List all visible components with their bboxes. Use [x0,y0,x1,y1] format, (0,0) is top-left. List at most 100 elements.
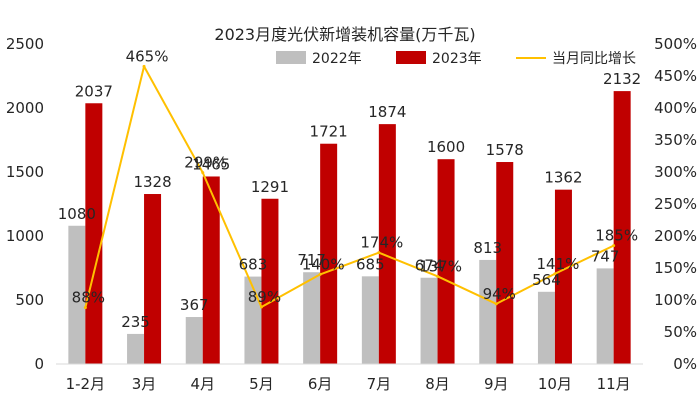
x-tick-label-7: 9月 [484,375,509,393]
bar-2023-4 [320,143,338,364]
y-right-tick-label-6: 300% [654,163,697,181]
y-right-tick-label-4: 200% [654,227,697,245]
growth-point-3 [259,305,263,309]
bar-2022-2 [185,317,203,364]
legend-label-1: 2023年 [432,51,482,67]
chart-title: 2023月度光伏新增装机容量(万千瓦) [214,25,475,44]
label-2023-3: 1291 [251,178,289,196]
label-growth-1: 465% [126,47,169,65]
label-2023-9: 2132 [603,70,641,88]
bars-layer [68,91,631,365]
growth-point-9 [612,244,616,248]
label-growth-2: 299% [184,154,227,172]
growth-point-2 [201,171,205,175]
label-growth-6: 137% [419,257,462,275]
label-2022-8: 564 [532,271,561,289]
y-left-tick-label-0: 0 [34,355,44,373]
x-tick-label-2: 4月 [190,375,215,393]
bar-2022-9 [596,268,614,364]
label-2022-1: 235 [121,313,150,331]
legend: 2022年 2023年 当月同比增长 [276,51,636,67]
y-left-tick-label-4: 2000 [6,99,44,117]
y-left-tick-label-2: 1000 [6,227,44,245]
data-labels-layer: 1080 235 367 683 717 685 674 813 564 747 2037 1328 1… [58,47,641,331]
label-2022-3: 683 [239,256,268,274]
growth-point-8 [553,272,557,276]
y-left-tick-label-3: 1500 [6,163,44,181]
label-growth-4: 140% [302,255,345,273]
growth-point-7 [494,302,498,306]
x-tick-label-8: 10月 [538,375,572,393]
y-right-tick-label-8: 400% [654,99,697,117]
growth-point-4 [318,272,322,276]
bar-2023-8 [554,189,572,364]
bar-2022-0 [68,225,86,364]
y-right-tick-label-2: 100% [654,291,697,309]
growth-line [84,65,615,309]
bar-2023-2 [202,176,220,364]
bar-2022-5 [361,276,379,364]
x-tick-label-5: 7月 [367,375,392,393]
label-2023-4: 1721 [310,123,348,141]
label-growth-9: 185% [595,227,638,245]
x-tick-label-1: 3月 [132,375,157,393]
bar-2023-7 [496,162,514,364]
y-right-tick-label-9: 450% [654,67,697,85]
y-right-tick-label-3: 150% [654,259,697,277]
label-2022-6: 674 [415,257,444,275]
bar-2023-0 [85,103,103,364]
bar-2023-5 [378,124,396,365]
bar-2022-7 [479,259,497,364]
label-2022-4: 717 [297,251,326,269]
bar-2022-8 [537,291,555,364]
bar-2022-4 [303,272,321,364]
label-growth-3: 89% [248,288,281,306]
bar-2022-1 [127,333,145,364]
label-growth-7: 94% [483,285,516,303]
growth-point-5 [377,251,381,255]
bar-2023-3 [261,198,279,364]
y-right-tick-label-7: 350% [654,131,697,149]
bar-2023-1 [144,194,162,364]
x-tick-label-4: 6月 [308,375,333,393]
axes-layer: 1-2月 3月 4月 5月 6月 7月 8月 9月 10月 11月 0 500 1000 1500 2000… [6,35,697,393]
growth-point-6 [436,274,440,278]
label-2023-8: 1362 [544,169,582,187]
x-tick-label-9: 11月 [597,375,631,393]
growth-point-1 [142,64,146,68]
label-2023-1: 1328 [133,173,171,191]
label-2023-2: 1465 [192,155,230,173]
y-left-tick-label-1: 500 [15,291,44,309]
y-left-tick-label-5: 2500 [6,35,44,53]
legend-swatch-0 [276,51,306,64]
legend-swatch-1 [396,51,426,64]
label-2023-6: 1600 [427,138,465,156]
x-tick-label-6: 8月 [425,375,450,393]
label-growth-8: 141% [537,255,580,273]
x-tick-label-3: 5月 [249,375,274,393]
label-2022-2: 367 [180,296,209,314]
label-2023-5: 1874 [368,103,406,121]
bar-2023-9 [613,91,631,364]
label-2022-0: 1080 [58,205,96,223]
x-tick-label-0: 1-2月 [66,375,106,393]
bar-2023-6 [437,159,455,364]
y-right-tick-label-1: 50% [664,323,697,341]
label-2022-5: 685 [356,255,385,273]
label-growth-0: 88% [72,289,105,307]
y-right-tick-label-0: 0% [673,355,697,373]
label-2022-7: 813 [473,239,502,257]
label-2022-9: 747 [591,247,620,265]
label-2023-7: 1578 [486,141,524,159]
bar-2022-6 [420,277,438,364]
label-growth-5: 174% [360,234,403,252]
growth-point-0 [83,306,87,310]
legend-label-0: 2022年 [312,51,362,67]
legend-label-2: 当月同比增长 [552,51,636,67]
line-layer [83,64,616,310]
y-right-tick-label-10: 500% [654,35,697,53]
label-2023-0: 2037 [75,82,113,100]
y-right-tick-label-5: 250% [654,195,697,213]
